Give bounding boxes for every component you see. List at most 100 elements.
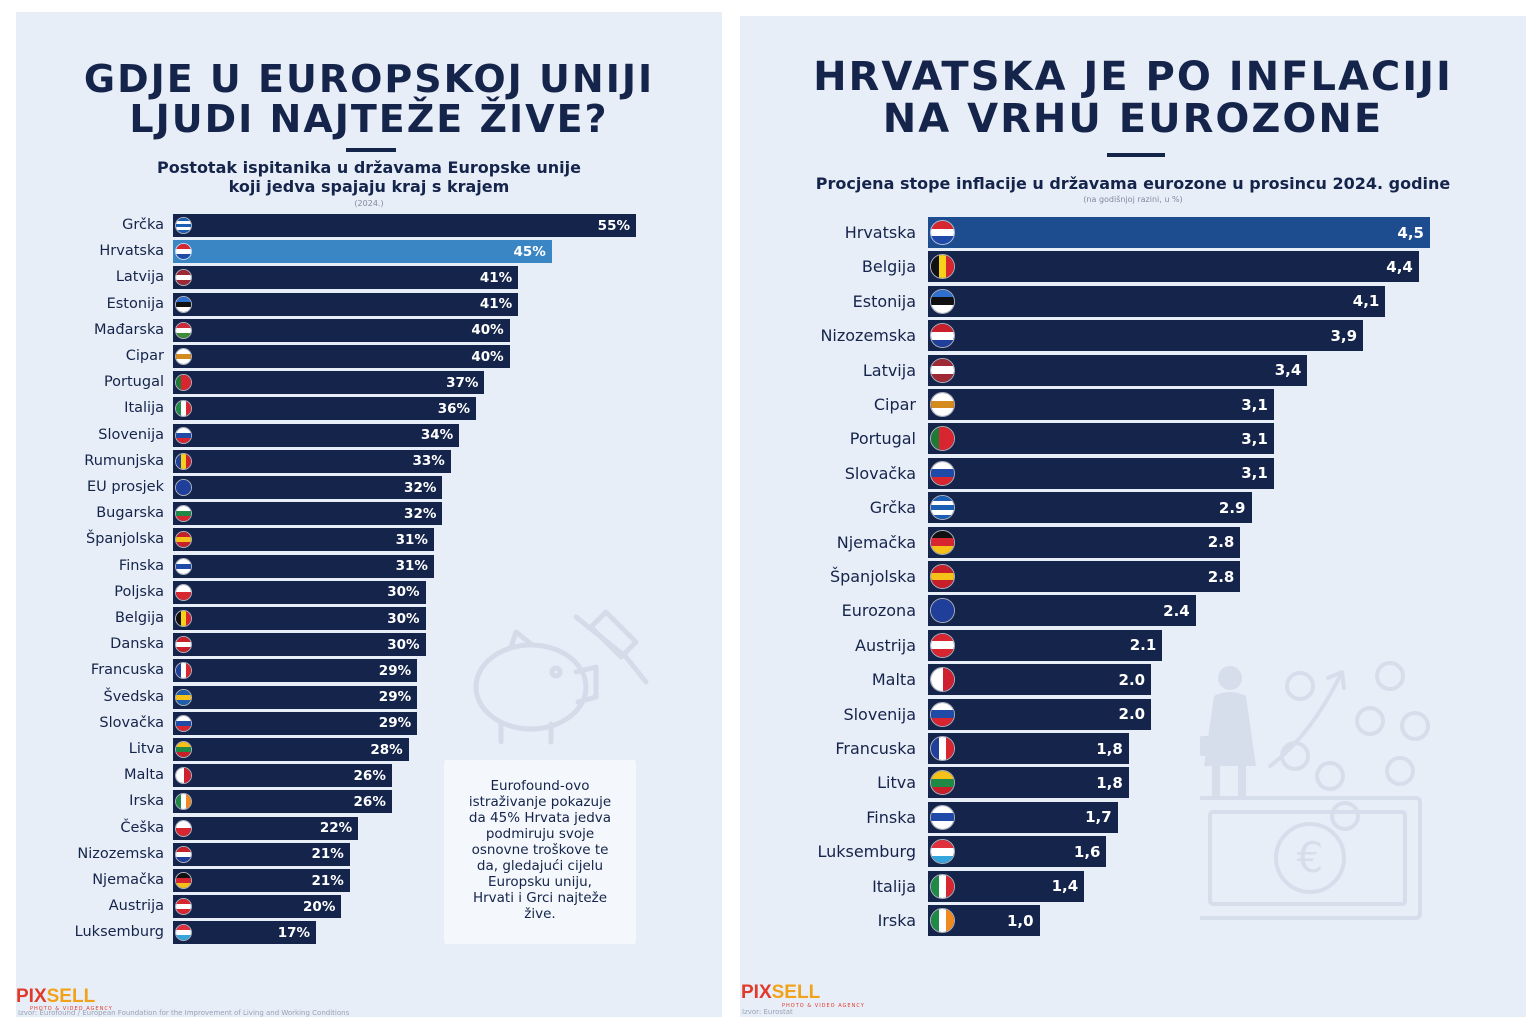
category-label: Poljska [114, 583, 164, 600]
note-line: Europsku uniju, [488, 874, 592, 890]
value-label: 29% [378, 662, 412, 679]
left-subtitle-line-2: koji jedva spajaju kraj s krajem [228, 177, 510, 197]
flag-fi-icon [175, 557, 192, 575]
value-label: 30% [387, 610, 420, 627]
value-label: 26% [353, 793, 386, 810]
flag-ie-icon [175, 793, 192, 811]
note-line: Hrvati i Grci najteže [472, 890, 608, 906]
flag-mt-icon [930, 667, 955, 693]
bar: 26% [173, 790, 392, 814]
value-label: 2.8 [1207, 533, 1235, 552]
bar: 28% [173, 738, 409, 761]
bar-row: Češka 22% [16, 816, 722, 840]
category-label: Malta [871, 670, 916, 690]
category-label: Danska [110, 636, 164, 653]
bar-row: Luksemburg 17% [16, 921, 722, 945]
flag-bg-icon [175, 505, 192, 523]
category-label: Bugarska [96, 505, 164, 522]
category-label: Portugal [103, 374, 164, 391]
category-label: Slovenija [843, 704, 916, 724]
bar-row: Portugal 3,1 [740, 423, 1526, 455]
bar-row: Slovenija 2.0 [740, 698, 1526, 730]
value-label: 45% [513, 243, 546, 260]
bar: 31% [173, 554, 434, 578]
bar-row: Poljska 30% [16, 580, 722, 604]
bar: 4,5 [928, 217, 1430, 248]
category-label: Austrija [855, 635, 916, 655]
bar-row: Španjolska 31% [16, 528, 722, 552]
flag-lt-icon [930, 770, 955, 796]
bar: 31% [173, 528, 434, 552]
value-label: 2.0 [1118, 705, 1146, 724]
bar: 1,4 [928, 870, 1085, 902]
category-label: Nizozemska [820, 326, 916, 346]
value-label: 3,1 [1241, 429, 1268, 448]
bar: 2.8 [928, 526, 1241, 558]
bar-row: Belgija 4,4 [740, 251, 1526, 283]
bar: 36% [173, 397, 477, 421]
category-label: Litva [877, 773, 916, 793]
flag-pt-icon [175, 374, 192, 392]
inflation-illustration-icon: € [1200, 661, 1430, 920]
flag-mt-icon [175, 767, 192, 785]
bar: 20% [173, 895, 342, 919]
value-label: 41% [479, 296, 513, 313]
category-label: Španjolska [86, 531, 164, 548]
flag-be-icon [930, 254, 955, 280]
value-label: 21% [311, 846, 344, 863]
category-label: Austrija [108, 898, 164, 915]
bar-row: Hrvatska 4,5 [740, 217, 1526, 248]
left-subtitle: Postotak ispitanika u državama Europske … [16, 158, 722, 196]
bar: 2.8 [928, 561, 1241, 592]
value-label: 1,0 [1006, 911, 1034, 930]
bar: 45% [173, 240, 552, 264]
right-chart-panel: HRVATSKA JE PO INFLACIJI NA VRHU EUROZON… [740, 16, 1526, 1017]
bar: 33% [173, 449, 451, 473]
bar: 17% [173, 921, 317, 945]
logo-sell: SELL [771, 982, 821, 1003]
bar-row: Švedska 29% [16, 685, 722, 709]
bar: 30% [173, 580, 426, 604]
bar: 32% [173, 502, 443, 526]
bar-row: Cipar 3,1 [740, 389, 1526, 420]
value-label: 32% [404, 479, 437, 496]
bar-row: Litva 1,8 [740, 767, 1526, 799]
value-label: 3,1 [1241, 464, 1268, 483]
value-label: 26% [353, 767, 386, 784]
category-label: Slovačka [844, 463, 916, 483]
bar: 3,1 [928, 457, 1274, 489]
bar: 29% [173, 659, 418, 683]
bar: 22% [173, 816, 359, 840]
bar: 37% [173, 371, 485, 395]
bar-row: Finska 1,7 [740, 801, 1526, 833]
flag-at-icon [175, 898, 192, 916]
flag-hr-icon [930, 220, 955, 245]
bar-row: Mađarska 40% [16, 318, 722, 342]
category-label: Irska [877, 911, 916, 930]
value-label: 36% [437, 400, 471, 417]
category-label: Cipar [125, 348, 164, 364]
category-label: Slovačka [99, 714, 164, 731]
flag-fr-icon [930, 736, 955, 761]
bar-row: Portugal 37% [16, 371, 722, 395]
category-label: EU prosjek [86, 479, 164, 495]
note-line: Eurofound-ovo [490, 778, 590, 794]
category-label: Eurozona [841, 601, 916, 621]
right-source: Izvor: Eurostat [742, 1008, 793, 1016]
bar-row: Eurozona 2.4 [740, 595, 1526, 627]
bar-row: Austrija 20% [16, 895, 722, 919]
bar: 4,1 [928, 285, 1386, 317]
category-label: Francuska [835, 739, 916, 758]
bar: 2.4 [928, 595, 1196, 627]
value-label: 2.8 [1207, 567, 1235, 586]
category-label: Estonija [106, 295, 164, 312]
logo-pix: PIX [741, 982, 772, 1003]
bar-row: Latvija 41% [16, 266, 722, 290]
bar: 30% [173, 607, 426, 630]
flag-ro-icon [175, 452, 192, 470]
right-title: HRVATSKA JE PO INFLACIJI NA VRHU EUROZON… [740, 56, 1526, 140]
flag-si-icon [175, 426, 192, 444]
left-title-line-2: LJUDI NAJTEŽE ŽIVE? [129, 96, 609, 141]
category-label: Grčka [122, 217, 164, 233]
flag-cy-icon [175, 348, 192, 365]
